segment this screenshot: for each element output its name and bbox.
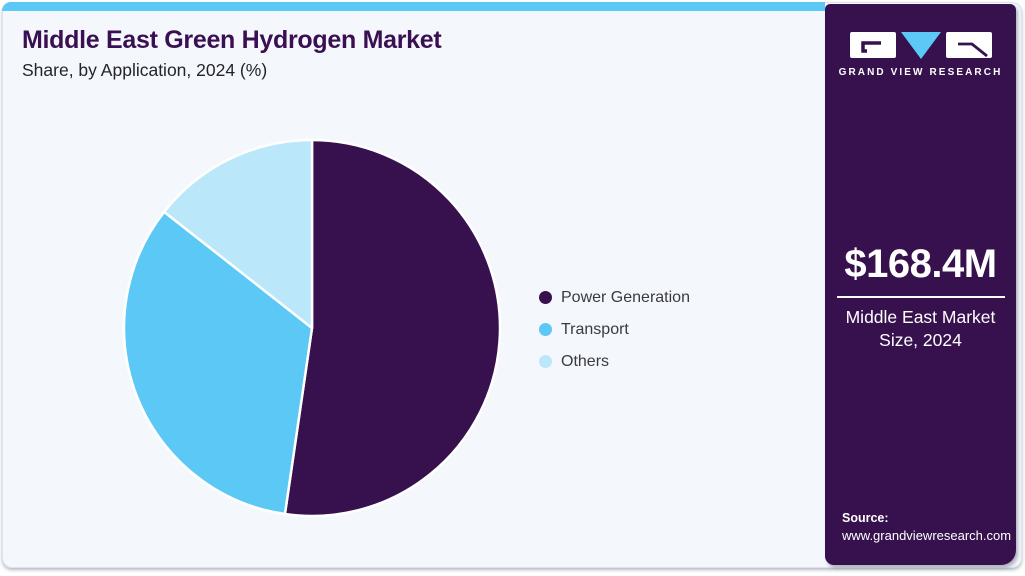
- brand-logo: GRAND VIEW RESEARCH: [825, 31, 1016, 78]
- source-attribution: Source: www.grandviewresearch.com: [842, 511, 1011, 543]
- pie-chart-svg: [122, 138, 502, 518]
- accent-top-strip: [2, 2, 825, 11]
- legend-marker-icon: [539, 323, 552, 336]
- legend-item: Power Generation: [539, 288, 690, 307]
- legend-marker-icon: [539, 355, 552, 368]
- brand-sidebar: GRAND VIEW RESEARCH $168.4M Middle East …: [825, 4, 1016, 565]
- source-url: www.grandviewresearch.com: [842, 528, 1012, 543]
- chart-legend: Power Generation Transport Others: [539, 288, 690, 371]
- pie-slice-power-generation: [283, 138, 502, 518]
- market-size-value: $168.4M: [844, 242, 997, 286]
- pie-slice-transport: [122, 210, 314, 516]
- legend-item: Others: [539, 352, 690, 371]
- divider-line: [836, 296, 1005, 298]
- logo-v-icon: [900, 32, 941, 59]
- logo-r-icon: [945, 32, 992, 58]
- brand-name: GRAND VIEW RESEARCH: [838, 67, 1003, 78]
- pie-slice-others: [162, 138, 314, 330]
- page-title: Middle East Green Hydrogen Market: [22, 26, 442, 54]
- market-size-callout: $168.4M Middle East Market Size, 2024: [825, 242, 1016, 352]
- logo-g-icon: [849, 32, 896, 58]
- market-size-label: Middle East Market Size, 2024: [845, 307, 996, 350]
- legend-label: Transport: [561, 320, 629, 338]
- pie-chart: [122, 138, 502, 518]
- legend-item: Transport: [539, 320, 690, 339]
- legend-label: Others: [561, 352, 610, 370]
- legend-marker-icon: [539, 291, 552, 304]
- gvr-logo-icon: [849, 31, 992, 59]
- source-label: Source:: [842, 511, 889, 525]
- legend-label: Power Generation: [561, 288, 690, 306]
- page-subtitle: Share, by Application, 2024 (%): [22, 60, 268, 80]
